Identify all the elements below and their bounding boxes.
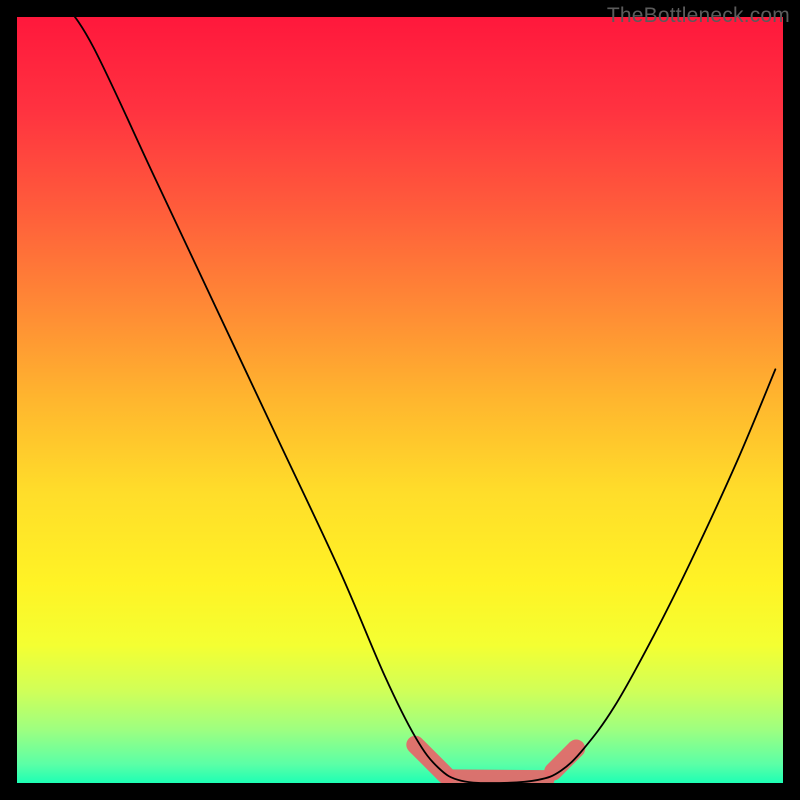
chart-svg [0, 0, 800, 800]
watermark-label: TheBottleneck.com [607, 4, 790, 28]
bottleneck-chart: TheBottleneck.com [0, 0, 800, 800]
